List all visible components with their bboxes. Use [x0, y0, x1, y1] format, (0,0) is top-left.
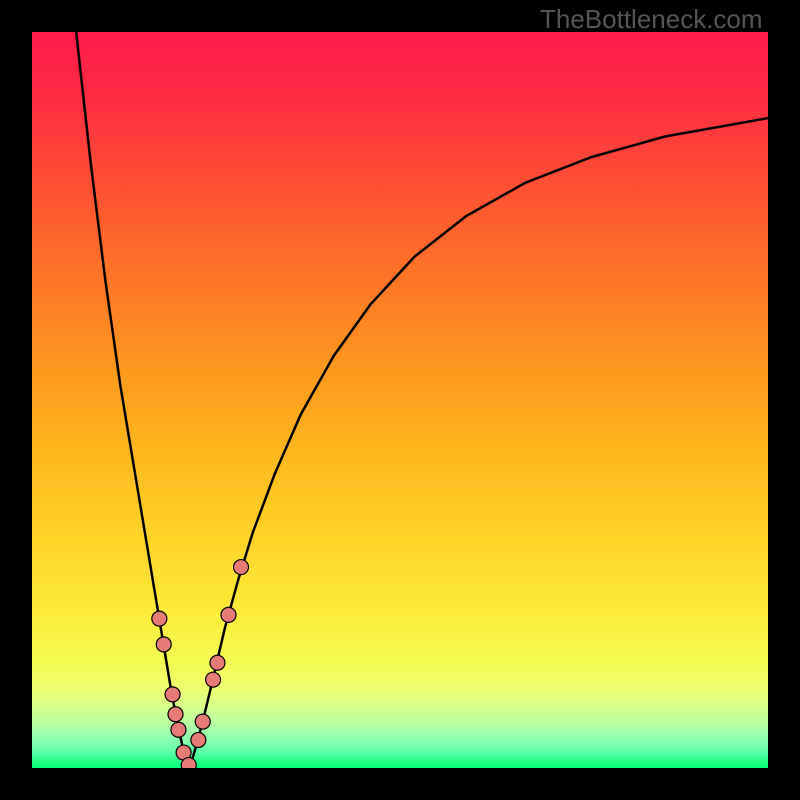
bottleneck-curve-left — [76, 32, 188, 768]
data-marker — [152, 611, 167, 626]
plot-area — [32, 32, 768, 768]
data-marker — [210, 655, 225, 670]
data-marker — [206, 672, 221, 687]
data-marker — [221, 607, 236, 622]
data-marker — [168, 707, 183, 722]
watermark-text: TheBottleneck.com — [540, 4, 763, 35]
data-marker — [171, 722, 186, 737]
chart-svg — [32, 32, 768, 768]
data-marker — [165, 687, 180, 702]
data-marker — [156, 637, 171, 652]
data-marker — [234, 560, 249, 575]
bottleneck-curve-right — [188, 118, 768, 768]
data-marker — [191, 733, 206, 748]
data-marker — [195, 714, 210, 729]
data-marker — [181, 758, 196, 768]
